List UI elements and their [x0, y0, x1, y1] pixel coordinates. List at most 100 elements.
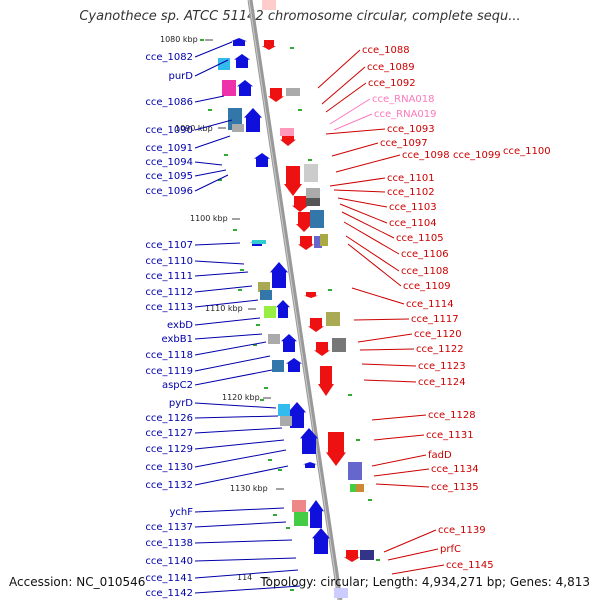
reverse-gene [308, 318, 324, 332]
gene-label-right: cce_RNA018 [372, 94, 435, 105]
gene-leader-right [383, 529, 437, 553]
forward-gene [270, 262, 288, 288]
gene-box [350, 484, 364, 492]
forward-gene [231, 38, 247, 46]
reverse-gene [268, 88, 284, 102]
gene-leader-right [329, 98, 371, 125]
gene-label-right: cce_1145 [446, 560, 494, 571]
gene-box [304, 164, 318, 182]
gene-label-right: cce_1092 [368, 78, 416, 89]
gene-box [258, 282, 270, 292]
gene-label-right: cce_1131 [426, 430, 474, 441]
gene-label-left: cce_1107 [145, 240, 193, 251]
gene-label-left: cce_1094 [145, 157, 193, 168]
forward-gene [254, 153, 270, 167]
gene-label-right: prfC [440, 544, 461, 555]
gene-label-right: cce_1093 [387, 124, 435, 135]
gene-leader-right [321, 66, 366, 105]
gene-leader-left [194, 174, 229, 192]
gene-label-right: cce_1108 [401, 266, 449, 277]
gene-leader-left [194, 427, 283, 434]
gene-label-right: cce_1139 [438, 525, 486, 536]
gene-leader-left [194, 169, 227, 177]
forward-gene [308, 500, 324, 528]
gene-label-left: cce_1142 [145, 588, 193, 599]
forward-gene [234, 54, 250, 68]
gene-box [222, 80, 236, 96]
forward-gene [286, 358, 302, 372]
gene-label-left: purD [169, 71, 194, 82]
forward-gene [276, 300, 290, 318]
gene-leader-left [194, 355, 271, 372]
gene-leader-right [325, 82, 367, 113]
tick-label: 1110 kbp [205, 304, 243, 313]
gene-label-left: cce_1110 [145, 256, 193, 267]
gene-box [280, 128, 294, 136]
gene-leader-right [353, 318, 410, 321]
label-layer: 1080 kbp 1090 kbp 1100 kbp 1110 kbp 1120 kbp… [145, 35, 550, 599]
gene-leader-right [359, 348, 415, 351]
tick-label: 114 [237, 573, 252, 582]
gene-leader-right [375, 483, 430, 488]
gene-label-left: cce_1132 [145, 480, 193, 491]
gene-box [294, 512, 308, 526]
gene-label-right: cce_1105 [396, 233, 444, 244]
feature-layer [218, 0, 374, 598]
gene-leader-left [194, 135, 231, 149]
gene-label-right: cce_1120 [414, 329, 462, 340]
gene-label-right: cce_1134 [431, 464, 479, 475]
gene-leader-left [194, 95, 225, 103]
gene-box [334, 588, 348, 598]
gene-label-right: cce_1117 [411, 314, 459, 325]
gene-box [272, 360, 284, 372]
tick-label: 1100 kbp [190, 214, 228, 223]
map-title: Cyanothece sp. ATCC 51142 chromosome cir… [79, 9, 521, 24]
gene-label-left: cce_1137 [145, 522, 193, 533]
forward-gene [303, 462, 317, 468]
gene-leader-left [194, 299, 259, 308]
gene-leader-left [194, 333, 263, 340]
gene-leader-right [343, 221, 400, 255]
gene-leader-right [373, 468, 430, 477]
forward-gene [288, 402, 306, 428]
gene-label-right: cce_1106 [401, 249, 449, 260]
gene-leader-right [333, 189, 386, 193]
gene-leader-right [339, 203, 388, 224]
gene-box [252, 240, 266, 244]
gene-box [286, 88, 300, 96]
gene-label-left: exbB1 [162, 334, 193, 345]
gene-leader-left [194, 539, 293, 544]
gene-leader-right [345, 235, 400, 272]
gene-leader-left [194, 317, 261, 326]
reverse-gene [298, 236, 314, 250]
gene-leader-right [363, 379, 417, 383]
gene-leader-right [333, 113, 373, 131]
gene-label-left: cce_1130 [145, 462, 193, 473]
gene-leader-left [194, 439, 285, 450]
gene-label-right: cce_1122 [416, 344, 464, 355]
gene-leader-left [194, 521, 287, 528]
gene-box [262, 0, 276, 10]
gene-box [278, 404, 290, 416]
gene-label-left: cce_1141 [145, 573, 193, 584]
gene-leader-right [371, 454, 427, 467]
gene-label-right: cce_1099 [453, 150, 501, 161]
gene-label-left: cce_1082 [145, 52, 193, 63]
gene-leader-left [194, 402, 277, 409]
gene-box [306, 198, 320, 206]
gene-label-left: cce_1138 [145, 538, 193, 549]
gene-label-left: cce_1091 [145, 143, 193, 154]
gene-label-left: aspC2 [162, 380, 193, 391]
gene-leader-right [335, 154, 401, 173]
gene-label-right: cce_RNA019 [374, 109, 437, 120]
gene-leader-left [194, 260, 245, 265]
gene-box [348, 462, 362, 480]
gene-label-right: cce_1088 [362, 45, 410, 56]
gene-leader-left [194, 369, 273, 386]
gene-label-left: cce_1090 [145, 125, 193, 136]
gene-leader-left [194, 585, 301, 594]
gene-leader-left [194, 285, 253, 293]
gene-label-left: cce_1095 [145, 171, 193, 182]
